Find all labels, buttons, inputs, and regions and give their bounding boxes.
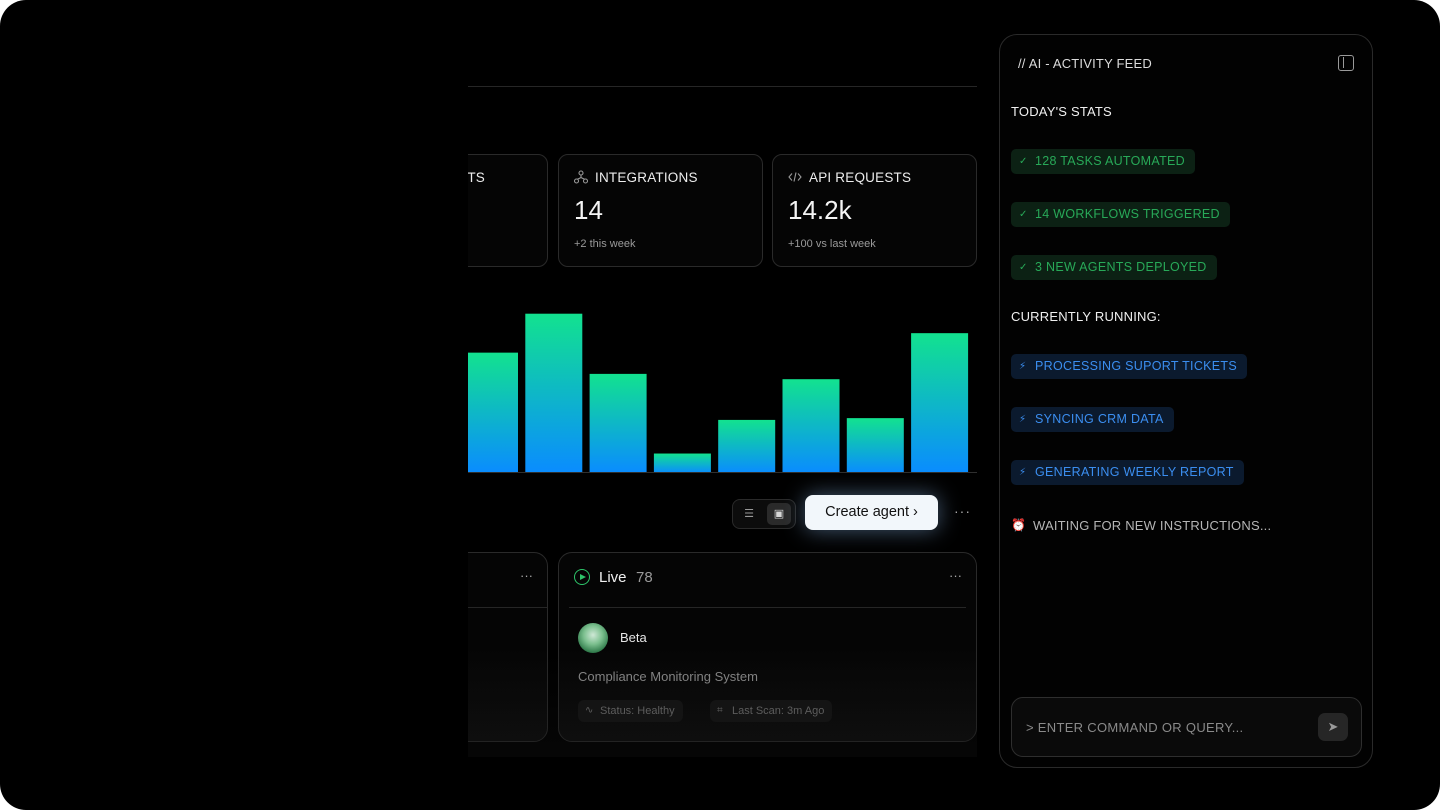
command-box: ➤ [1011, 697, 1362, 757]
bar-chart-svg [468, 313, 969, 473]
column-more-icon[interactable]: ··· [949, 568, 962, 583]
running-tag: ⚡ GENERATING WEEKLY REPORT [1011, 460, 1244, 485]
feed-heading: // AI - ACTIVITY FEED [1018, 56, 1152, 71]
chart-bar [525, 313, 583, 473]
last-scan-text: Last Scan: 3m Ago [732, 705, 825, 717]
command-input[interactable] [1026, 716, 1306, 738]
collapse-panel-icon[interactable] [1338, 55, 1354, 71]
send-icon[interactable]: ➤ [1318, 713, 1348, 741]
currently-running-label: CURRENTLY RUNNING: [1011, 309, 1161, 324]
pulse-icon: ∿ [585, 705, 594, 716]
activity-icon: ⚡ [1019, 361, 1027, 372]
chart-bar [718, 419, 776, 473]
column-title: Live [599, 569, 627, 586]
column-divider [468, 607, 547, 608]
agent-column-live: Live 78 ··· Beta Compliance Monitoring S… [558, 552, 977, 742]
running-tag: ⚡ SYNCING CRM DATA [1011, 407, 1174, 432]
scan-icon: ⌗ [717, 705, 723, 716]
stat-label: API REQUESTS [809, 170, 912, 185]
chart-bar [468, 352, 518, 473]
stat-card-api-requests: API REQUESTS 14.2k +100 vs last week [772, 154, 977, 267]
chart-bar [653, 453, 711, 473]
chart-axis-line [468, 472, 977, 473]
stat-value: 14 [574, 195, 603, 225]
integrations-icon [573, 170, 589, 184]
agent-column-left: ··· [468, 552, 548, 742]
stat-tag: ✓ 128 TASKS AUTOMATED [1011, 149, 1195, 174]
chart-bar [911, 333, 969, 473]
view-toggle: ☰ ▣ [732, 499, 796, 529]
code-icon [788, 170, 802, 184]
running-tag-text: GENERATING WEEKLY REPORT [1035, 465, 1234, 479]
running-tag-text: SYNCING CRM DATA [1035, 412, 1164, 426]
today-stats-label: TODAY'S STATS [1011, 104, 1112, 119]
activity-icon: ⚡ [1019, 414, 1027, 425]
waiting-status: ⏰ WAITING FOR NEW INSTRUCTIONS... [1011, 518, 1271, 533]
alarm-clock-icon: ⏰ [1011, 518, 1027, 532]
agent-description: Compliance Monitoring System [578, 669, 758, 684]
column-count: 78 [636, 569, 653, 586]
agent-avatar [578, 623, 608, 653]
check-icon: ✓ [1019, 156, 1028, 167]
stat-label: INTEGRATIONS [595, 170, 698, 185]
stat-tag-text: 3 NEW AGENTS DEPLOYED [1035, 260, 1207, 274]
stat-subtext: +100 vs last week [788, 238, 876, 250]
stat-card-integrations: INTEGRATIONS 14 +2 this week [558, 154, 763, 267]
stat-value: 14.2k [788, 195, 852, 225]
dashboard-main: TS INTEGRATIONS 14 +2 this week API REQU… [468, 0, 977, 757]
stat-tag: ✓ 3 NEW AGENTS DEPLOYED [1011, 255, 1217, 280]
chart-bar [782, 379, 840, 473]
stat-card-agents: TS [468, 154, 548, 267]
last-scan-badge: ⌗ Last Scan: 3m Ago [710, 700, 833, 722]
stat-subtext: +2 this week [574, 238, 636, 250]
check-icon: ✓ [1019, 262, 1028, 273]
create-agent-button[interactable]: Create agent › [805, 495, 938, 530]
chart-bar [846, 418, 904, 473]
header-divider [468, 86, 977, 87]
stat-tag-text: 128 TASKS AUTOMATED [1035, 154, 1185, 168]
check-icon: ✓ [1019, 209, 1028, 220]
list-view-icon[interactable]: ☰ [744, 508, 754, 520]
activity-feed-panel: // AI - ACTIVITY FEED TODAY'S STATS ✓ 12… [999, 34, 1373, 768]
stat-tag-text: 14 WORKFLOWS TRIGGERED [1035, 207, 1220, 221]
stat-label: TS [468, 170, 485, 185]
activity-bar-chart [468, 296, 977, 473]
chevron-right-icon: › [913, 504, 918, 520]
status-badge: ∿ Status: Healthy [578, 700, 683, 722]
activity-icon: ⚡ [1019, 467, 1027, 478]
waiting-text: WAITING FOR NEW INSTRUCTIONS... [1033, 518, 1272, 533]
stat-tag: ✓ 14 WORKFLOWS TRIGGERED [1011, 202, 1230, 227]
running-tag-text: PROCESSING SUPORT TICKETS [1035, 359, 1237, 373]
column-more-icon[interactable]: ··· [520, 568, 533, 583]
column-divider [569, 607, 966, 608]
running-tag: ⚡ PROCESSING SUPORT TICKETS [1011, 354, 1247, 379]
status-text: Status: Healthy [600, 705, 675, 717]
create-agent-label: Create agent [825, 504, 909, 520]
play-circle-icon [574, 569, 590, 585]
more-options-icon[interactable]: ··· [954, 503, 971, 519]
agent-name[interactable]: Beta [620, 630, 647, 645]
board-view-icon[interactable]: ▣ [767, 503, 791, 525]
chart-bar [589, 373, 647, 473]
